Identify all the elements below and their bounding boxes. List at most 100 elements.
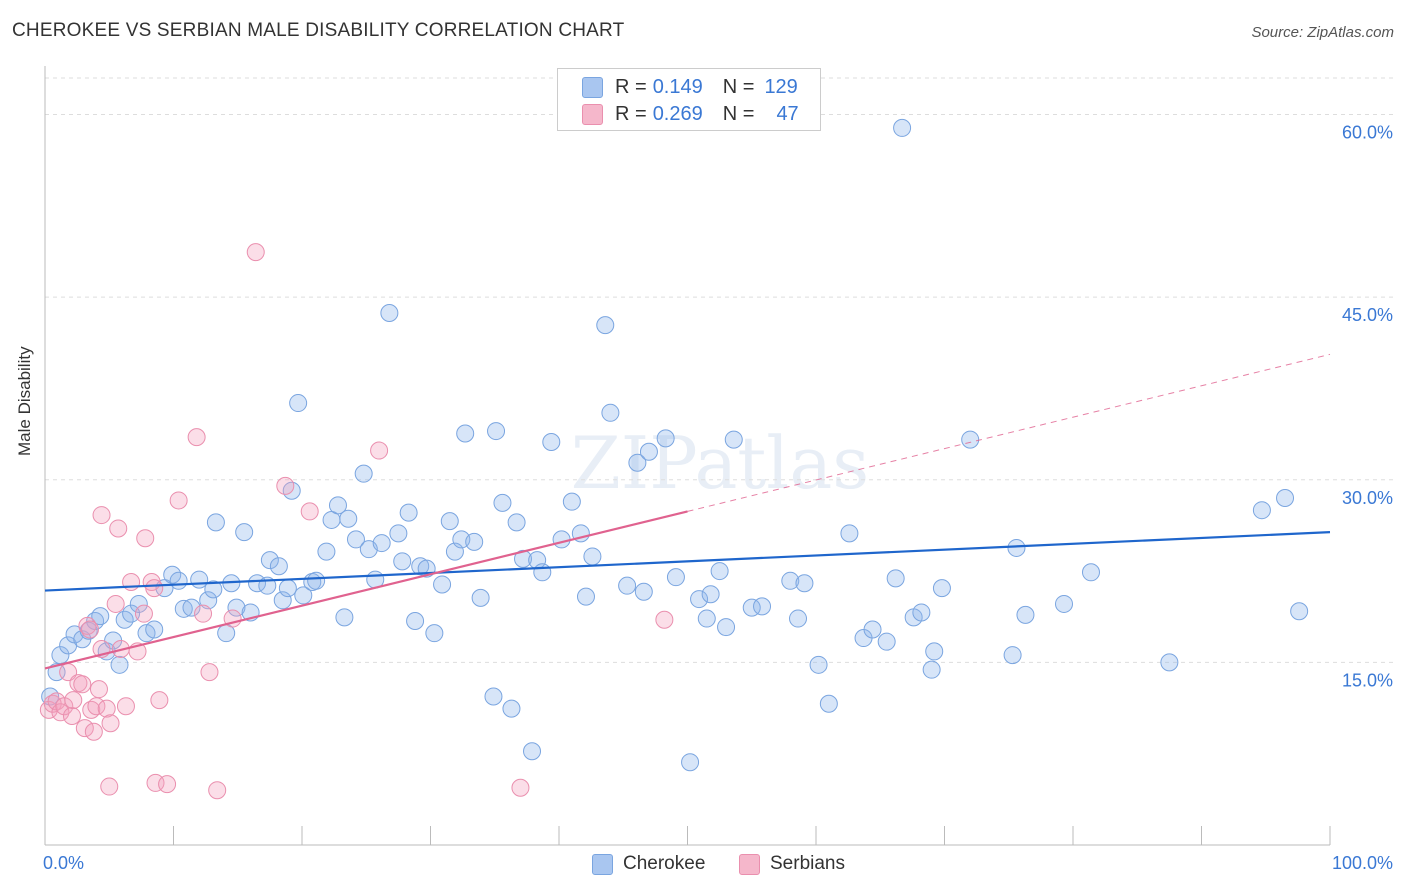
- serbians-point: [158, 775, 177, 794]
- serbians-point: [134, 604, 153, 623]
- serbians-point: [116, 697, 135, 716]
- bottom-legend-swatch-cherokee: [592, 853, 613, 875]
- cherokee-point: [502, 699, 521, 718]
- cherokee-point: [227, 598, 246, 617]
- cherokee-point: [697, 609, 716, 628]
- cherokee-point: [129, 594, 148, 613]
- cherokee-point: [1290, 602, 1309, 621]
- legend-n-value: 129: [764, 75, 798, 98]
- cherokee-point: [809, 655, 828, 674]
- serbians-point: [655, 610, 674, 629]
- cherokee-point: [110, 655, 129, 674]
- serbians-point: [75, 719, 94, 738]
- x-tick-label: 0.0%: [43, 853, 84, 873]
- watermark: ZIPatlas: [571, 421, 869, 505]
- cherokee-point: [235, 523, 254, 542]
- legend-r-value: 0.269: [652, 102, 703, 125]
- cherokee-point: [523, 742, 542, 761]
- cherokee-point: [406, 611, 425, 630]
- legend-r-label: R =: [615, 102, 647, 125]
- legend-row-serbians: R = 0.269 N = 47: [582, 102, 799, 126]
- cherokee-point: [710, 562, 729, 581]
- cherokee-point: [1160, 653, 1179, 672]
- cherokee-point: [425, 624, 444, 643]
- cherokee-point: [863, 620, 882, 639]
- cherokee-point: [399, 503, 418, 522]
- serbians-trend-line-extension: [687, 353, 1331, 512]
- serbians-point: [511, 778, 530, 797]
- bottom-legend-cherokee: Cherokee: [592, 852, 705, 876]
- y-tick-label: 60.0%: [1342, 123, 1393, 143]
- cherokee-point: [507, 513, 526, 532]
- serbians-point: [84, 722, 103, 741]
- cherokee-point: [1252, 501, 1271, 520]
- serbians-point: [100, 777, 119, 796]
- serbians-point: [300, 502, 319, 521]
- cherokee-point: [542, 433, 561, 452]
- cherokee-point: [961, 430, 980, 449]
- cherokee-point: [456, 424, 475, 443]
- cherokee-point: [666, 568, 685, 587]
- cherokee-point: [484, 687, 503, 706]
- cherokee-point: [1276, 489, 1295, 508]
- serbians-point: [80, 620, 99, 639]
- cherokee-point: [278, 579, 297, 598]
- cherokee-point: [601, 403, 620, 422]
- cherokee-point: [190, 570, 209, 589]
- cherokee-point: [182, 598, 201, 617]
- y-tick-label: 15.0%: [1342, 670, 1393, 690]
- cherokee-point: [753, 597, 772, 616]
- bottom-legend-swatch-serbians: [739, 853, 760, 875]
- cherokee-point: [552, 530, 571, 549]
- serbians-point: [200, 663, 219, 682]
- cherokee-point: [433, 575, 452, 594]
- serbians-point: [169, 491, 188, 510]
- serbians-point: [246, 243, 265, 262]
- cherokee-trend-line: [44, 531, 1331, 592]
- cherokee-point: [269, 557, 288, 576]
- cherokee-point: [339, 509, 358, 528]
- serbians-point: [208, 781, 227, 800]
- correlation-legend: R = 0.149 N = 129 R = 0.269 N = 47: [557, 68, 821, 131]
- cherokee-point: [596, 316, 615, 335]
- serbians-point: [194, 604, 213, 623]
- cherokee-point: [681, 753, 700, 772]
- legend-r-value: 0.149: [652, 75, 703, 98]
- serbians-point: [64, 691, 83, 710]
- serbians-point: [187, 428, 206, 447]
- cherokee-point: [372, 534, 391, 553]
- cherokee-point: [493, 493, 512, 512]
- serbians-point: [97, 699, 116, 718]
- cherokee-point: [335, 608, 354, 627]
- cherokee-point: [634, 582, 653, 601]
- serbians-point: [145, 579, 164, 598]
- legend-r-label: R =: [615, 75, 647, 98]
- cherokee-point: [328, 496, 347, 515]
- cherokee-point: [346, 530, 365, 549]
- cherokee-point: [389, 524, 408, 543]
- cherokee-point: [204, 580, 223, 599]
- cherokee-point: [393, 552, 412, 571]
- bottom-legend-label-cherokee: Cherokee: [623, 853, 706, 874]
- serbians-point: [62, 706, 81, 725]
- legend-n-label: N =: [722, 102, 755, 125]
- cherokee-point: [781, 571, 800, 590]
- cherokee-point: [122, 604, 141, 623]
- cherokee-point: [789, 609, 808, 628]
- cherokee-point: [886, 569, 905, 588]
- cherokee-point: [294, 586, 313, 605]
- cherokee-point: [877, 632, 896, 651]
- cherokee-point: [583, 547, 602, 566]
- serbians-point: [106, 594, 125, 613]
- legend-n-value: 47: [776, 102, 799, 125]
- legend-swatch-cherokee: [582, 76, 603, 98]
- cherokee-point: [690, 590, 709, 609]
- cherokee-point: [618, 576, 637, 595]
- cherokee-point: [922, 660, 941, 679]
- cherokee-point: [514, 549, 533, 568]
- serbians-point: [101, 714, 120, 733]
- cherokee-point: [925, 642, 944, 661]
- cherokee-point: [440, 512, 459, 531]
- cherokee-point: [912, 603, 931, 622]
- cherokee-point: [724, 430, 743, 449]
